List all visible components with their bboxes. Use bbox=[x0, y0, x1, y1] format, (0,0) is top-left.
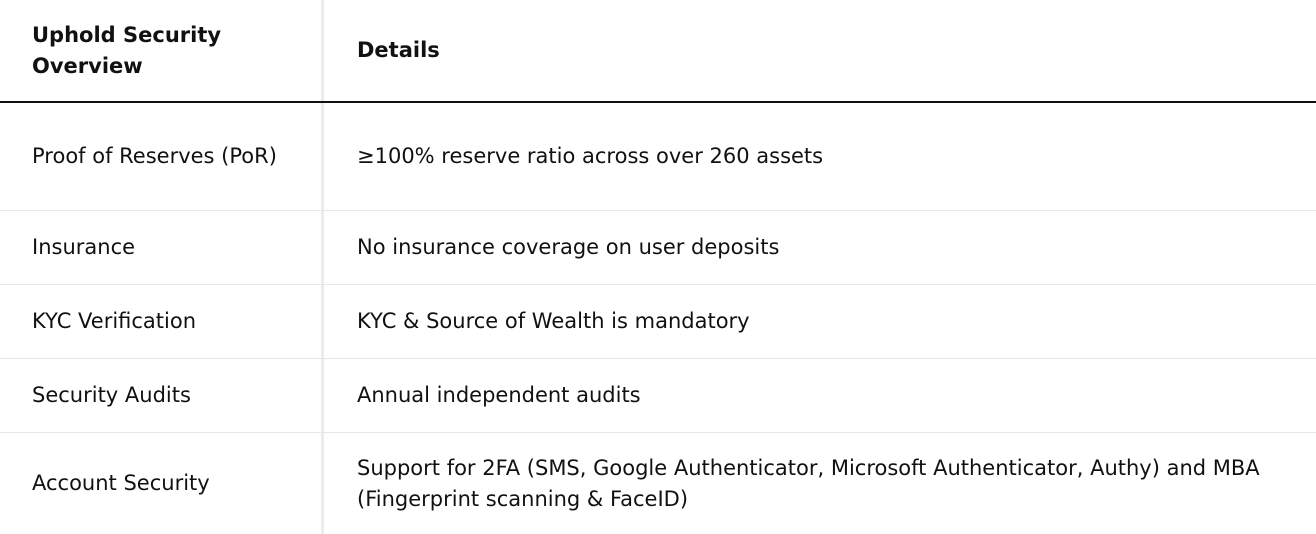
table-row: Proof of Reserves (PoR) ≥100% reserve ra… bbox=[0, 103, 1316, 211]
table-row: Account Security Support for 2FA (SMS, G… bbox=[0, 433, 1316, 534]
row-label: Insurance bbox=[32, 235, 136, 259]
row-label: Proof of Reserves (PoR) bbox=[32, 144, 277, 168]
column-divider bbox=[321, 0, 324, 534]
table-header-row: Uphold Security Overview Details bbox=[0, 0, 1316, 103]
row-detail: Annual independent audits bbox=[357, 383, 641, 407]
row-detail: KYC & Source of Wealth is mandatory bbox=[357, 309, 750, 333]
header-cell-details: Details bbox=[357, 38, 440, 62]
row-detail: Support for 2FA (SMS, Google Authenticat… bbox=[357, 455, 1260, 511]
table-row: Security Audits Annual independent audit… bbox=[0, 359, 1316, 433]
row-detail: ≥100% reserve ratio across over 260 asse… bbox=[357, 144, 824, 168]
header-cell-overview: Uphold Security Overview bbox=[32, 22, 222, 78]
row-label: Security Audits bbox=[32, 383, 191, 407]
row-detail: No insurance coverage on user deposits bbox=[357, 235, 780, 259]
row-label: KYC Verification bbox=[32, 309, 197, 333]
row-label: Account Security bbox=[32, 471, 210, 495]
table-row: Insurance No insurance coverage on user … bbox=[0, 211, 1316, 285]
table-row: KYC Verification KYC & Source of Wealth … bbox=[0, 285, 1316, 359]
